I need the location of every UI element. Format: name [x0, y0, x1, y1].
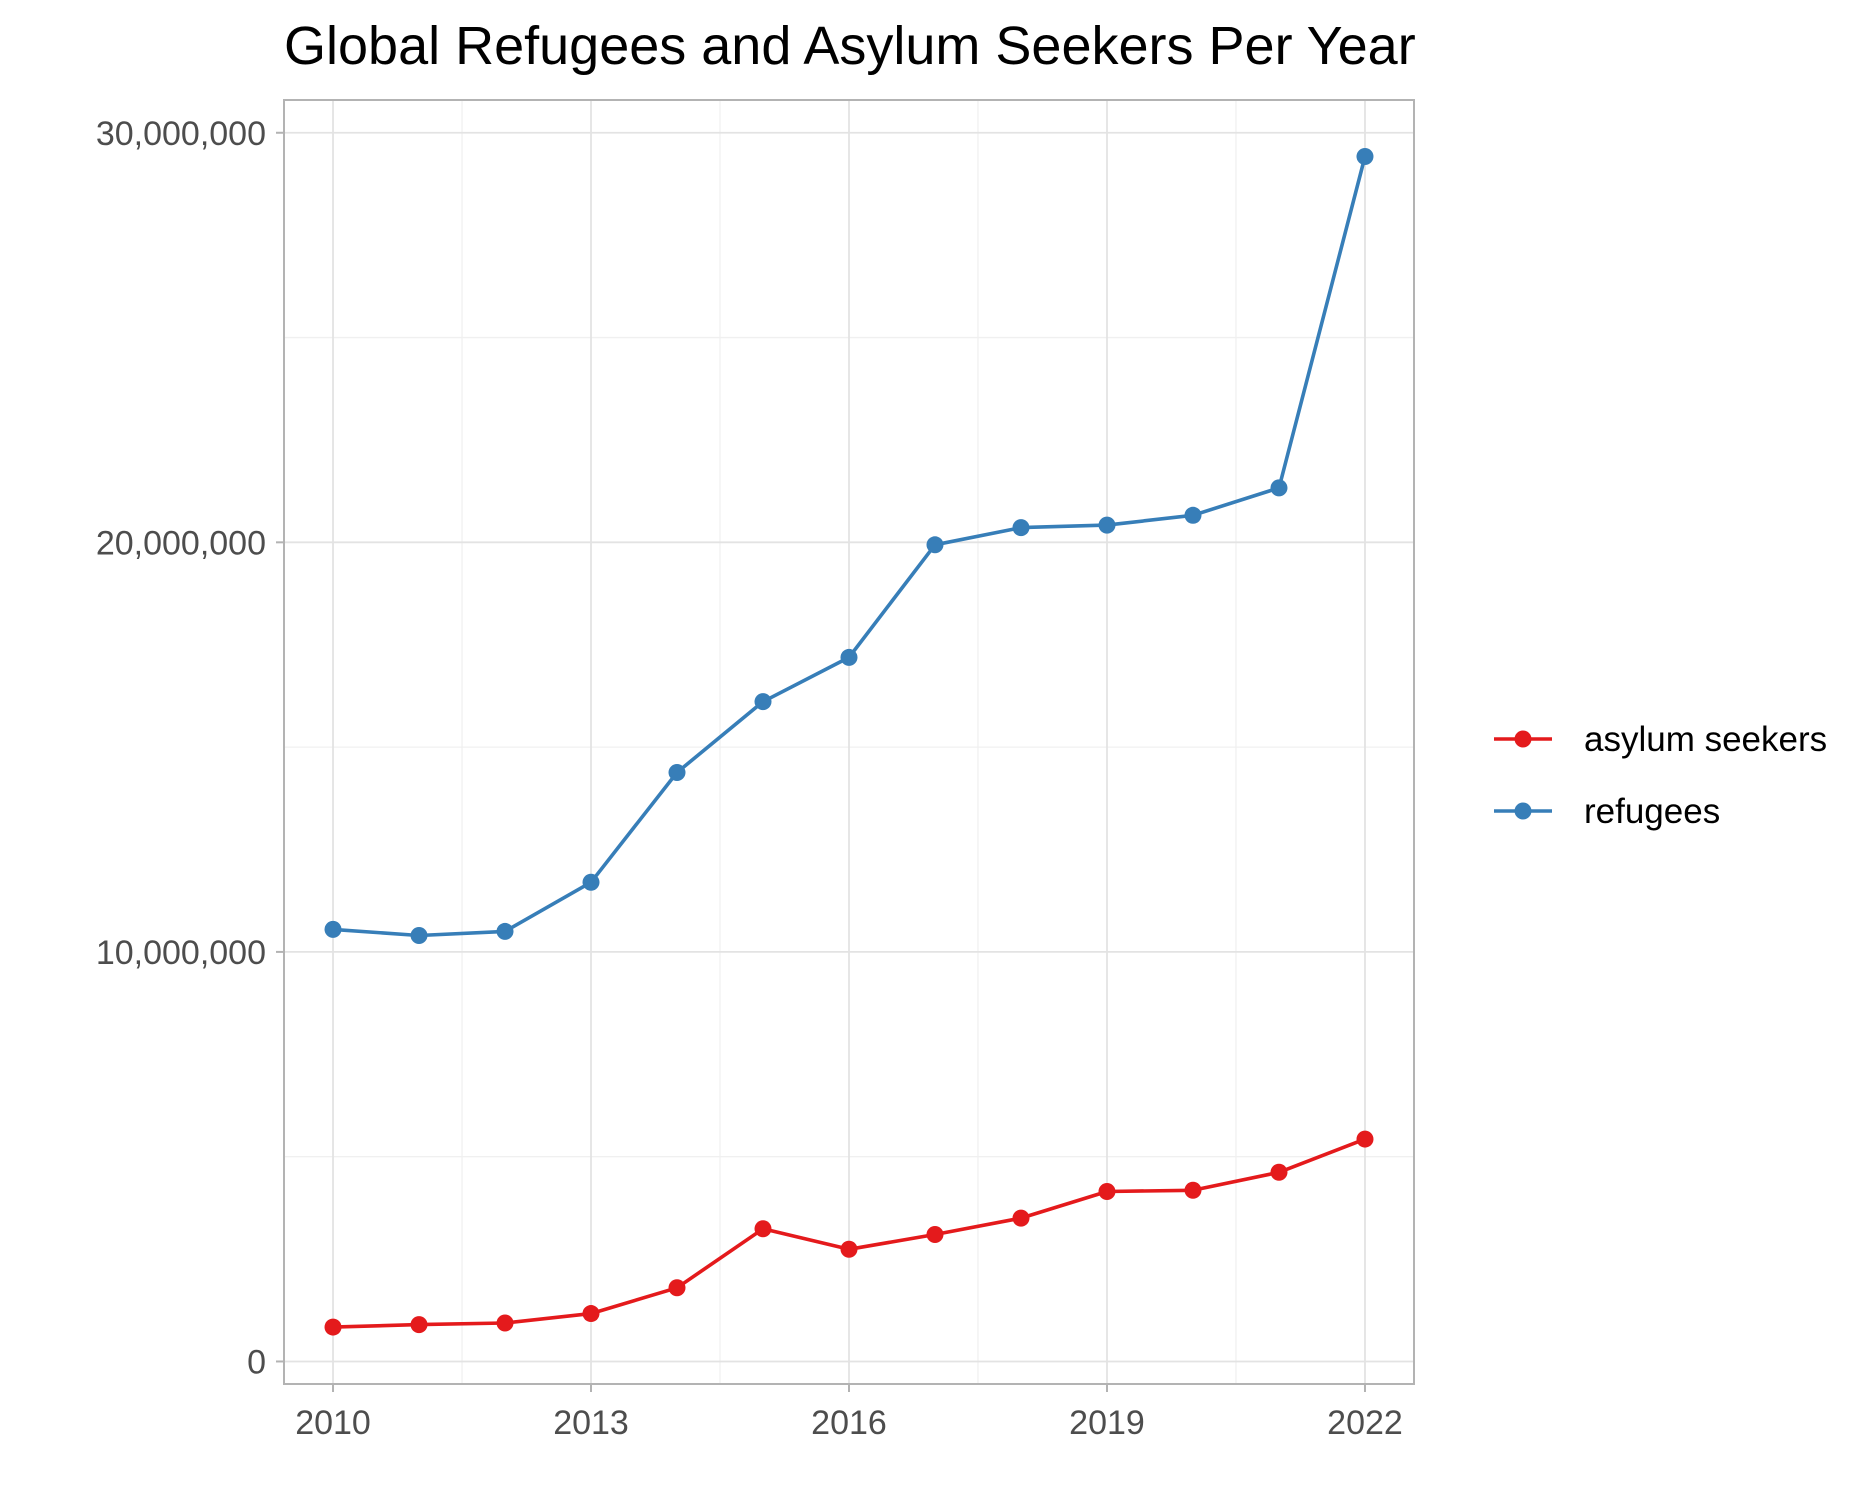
y-axis-tick-labels: 0 10,000,000 20,000,000 30,000,000	[96, 115, 266, 1382]
legend-label: asylum seekers	[1584, 720, 1827, 759]
data-point-asylum-seekers	[324, 1318, 342, 1336]
y-tick-label: 10,000,000	[96, 934, 266, 972]
legend-item-asylum-seekers: asylum seekers	[1494, 720, 1827, 759]
axis-ticks	[276, 131, 1366, 1392]
data-point-asylum-seekers	[410, 1316, 428, 1334]
data-point-refugees	[926, 536, 944, 554]
data-point-asylum-seekers	[582, 1305, 600, 1323]
data-point-refugees	[324, 920, 342, 938]
data-point-refugees	[668, 764, 686, 782]
data-point-refugees	[840, 648, 858, 666]
data-point-asylum-seekers	[1012, 1209, 1030, 1227]
data-point-refugees	[1184, 506, 1202, 524]
x-tick-label: 2016	[811, 1404, 887, 1442]
legend-item-refugees: refugees	[1494, 792, 1720, 831]
chart-title: Global Refugees and Asylum Seekers Per Y…	[284, 16, 1416, 76]
y-tick-label: 30,000,000	[96, 115, 266, 153]
data-point-refugees	[582, 873, 600, 891]
legend-key-point	[1514, 730, 1532, 748]
data-point-asylum-seekers	[1270, 1163, 1288, 1181]
data-point-refugees	[754, 693, 772, 711]
data-point-asylum-seekers	[496, 1314, 514, 1332]
data-point-asylum-seekers	[754, 1220, 772, 1238]
y-tick-label: 20,000,000	[96, 524, 266, 562]
data-point-asylum-seekers	[1184, 1181, 1202, 1199]
x-tick-label: 2010	[295, 1404, 371, 1442]
data-point-refugees	[496, 922, 514, 940]
data-point-asylum-seekers	[668, 1279, 686, 1297]
data-point-asylum-seekers	[840, 1240, 858, 1258]
data-point-asylum-seekers	[1356, 1130, 1374, 1148]
y-tick-label: 0	[247, 1343, 266, 1381]
data-point-refugees	[1098, 516, 1116, 534]
data-point-asylum-seekers	[1098, 1183, 1116, 1201]
x-axis-tick-labels: 2010 2013 2016 2019 2022	[295, 1404, 1403, 1442]
series-points	[324, 148, 1374, 1336]
data-point-refugees	[1270, 479, 1288, 497]
major-gridlines	[284, 100, 1414, 1384]
legend: asylum seekers refugees	[1494, 720, 1827, 831]
data-point-refugees	[1356, 148, 1374, 166]
legend-label: refugees	[1584, 792, 1720, 831]
legend-key-point	[1514, 802, 1532, 820]
x-tick-label: 2019	[1069, 1404, 1145, 1442]
data-point-refugees	[410, 927, 428, 945]
x-tick-label: 2022	[1327, 1404, 1403, 1442]
x-tick-label: 2013	[553, 1404, 629, 1442]
data-point-asylum-seekers	[926, 1226, 944, 1244]
data-point-refugees	[1012, 519, 1030, 537]
